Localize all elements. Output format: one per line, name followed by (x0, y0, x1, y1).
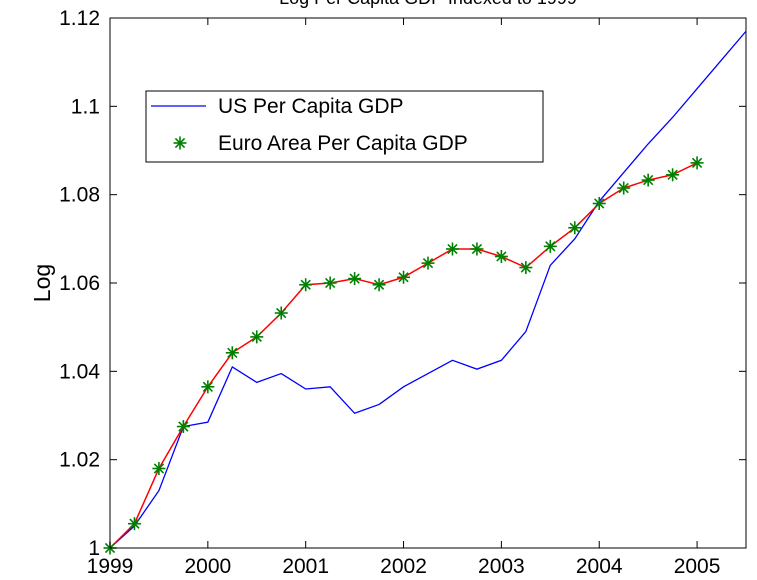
legend-marker-euro (173, 136, 187, 150)
series-point-euro (201, 380, 215, 394)
series-point-euro (690, 156, 704, 170)
series-point-euro (176, 420, 190, 434)
y-tick-label: 1.04 (59, 360, 100, 383)
x-tick-label: 2001 (282, 555, 329, 578)
series-point-euro (299, 278, 313, 292)
x-tick-label: 2004 (576, 555, 623, 578)
legend-label-euro: Euro Area Per Capita GDP (218, 132, 468, 155)
series-point-euro (617, 181, 631, 195)
series-point-euro (323, 276, 337, 290)
y-tick-label: 1 (88, 537, 100, 560)
series-point-euro (494, 250, 508, 263)
series-point-euro (421, 256, 435, 270)
y-tick-label: 1.08 (59, 184, 100, 207)
series-point-euro (152, 462, 166, 475)
x-tick-label: 2003 (478, 555, 525, 578)
x-tick-label: 2005 (674, 555, 721, 578)
series-point-euro (445, 242, 459, 256)
series-point-euro (470, 242, 484, 256)
legend-label-us: US Per Capita GDP (218, 95, 404, 118)
series-point-euro (348, 272, 362, 286)
x-tick-label: 2000 (184, 555, 231, 578)
chart-title: Log Per Capita GDP Indexed to 1999 (279, 0, 577, 8)
series-line-us (109, 30, 747, 549)
y-axis-label: Log (29, 264, 55, 302)
ticks-layer: 1999 2000 2001 2002 2003 2004 2005 1 1.02 1.04 1.0… (59, 7, 746, 578)
x-tick-label: 2002 (380, 555, 427, 578)
y-tick-label: 1.02 (59, 449, 100, 472)
legend-box (145, 90, 544, 163)
series-point-euro (372, 278, 386, 292)
series-point-euro (519, 261, 533, 275)
series-layer (103, 30, 747, 555)
series-point-euro (543, 239, 557, 253)
legend-marker-star (173, 136, 187, 150)
y-tick-label: 1.1 (71, 95, 100, 118)
series-point-euro (225, 346, 239, 360)
series-point-euro (641, 173, 655, 187)
series-point-euro (274, 306, 288, 320)
legend: US Per Capita GDP Euro Area Per Capita G… (145, 90, 544, 163)
y-tick-label: 1.12 (59, 7, 100, 30)
series-point-euro (592, 197, 606, 210)
series-point-euro (397, 270, 411, 284)
series-point-euro (250, 330, 264, 344)
y-tick-label: 1.06 (59, 272, 100, 295)
x-tick-label: 1999 (87, 555, 134, 578)
series-point-euro (127, 517, 141, 531)
series-point-euro (666, 168, 680, 182)
series-point-euro (568, 221, 582, 235)
